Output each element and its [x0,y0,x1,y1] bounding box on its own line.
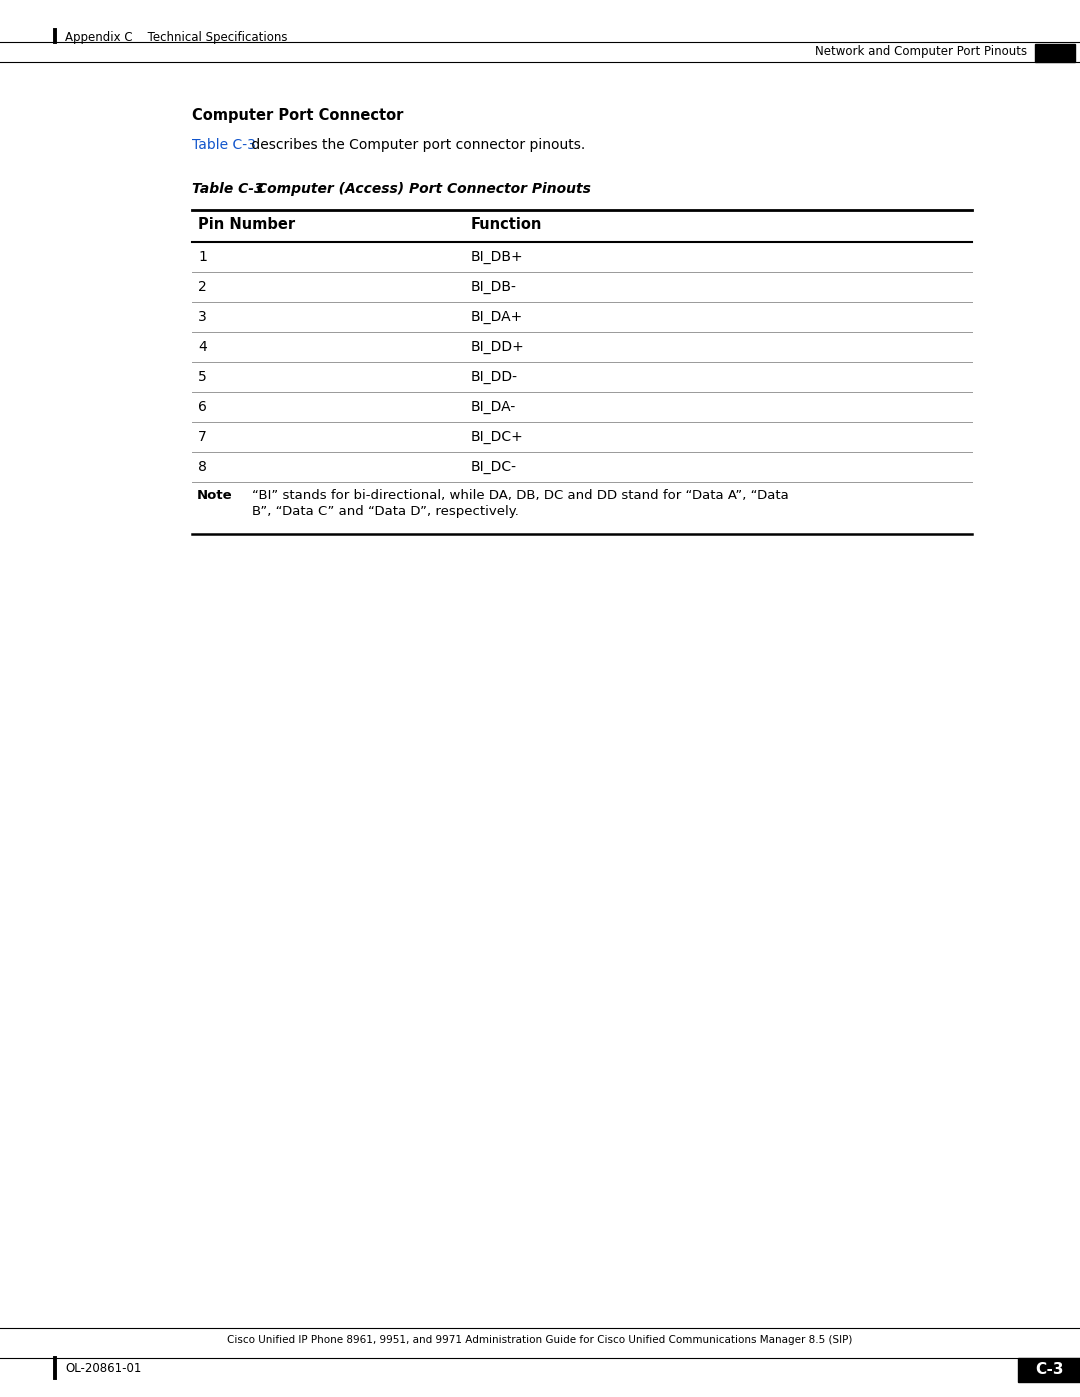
Text: “BI” stands for bi-directional, while DA, DB, DC and DD stand for “Data A”, “Dat: “BI” stands for bi-directional, while DA… [252,489,788,502]
Bar [1035,43,1075,61]
Text: C-3: C-3 [1035,1362,1063,1377]
Text: Computer Port Connector: Computer Port Connector [192,108,403,123]
Text: BI_DD-: BI_DD- [471,370,518,384]
Text: 1: 1 [198,250,207,264]
Text: BI_DD+: BI_DD+ [471,339,525,353]
Text: Pin Number: Pin Number [198,217,295,232]
Text: BI_DB+: BI_DB+ [471,250,524,264]
Text: OL-20861-01: OL-20861-01 [65,1362,141,1375]
Text: BI_DC-: BI_DC- [471,460,517,474]
Text: 7: 7 [198,430,206,444]
Text: Function: Function [471,217,542,232]
Text: Appendix C    Technical Specifications: Appendix C Technical Specifications [65,31,287,43]
Bar [1018,1358,1080,1382]
Text: BI_DC+: BI_DC+ [471,430,524,444]
Text: 8: 8 [198,460,207,474]
Text: 4: 4 [198,339,206,353]
Text: BI_DA-: BI_DA- [471,400,516,414]
Text: 5: 5 [198,370,206,384]
Text: Computer (Access) Port Connector Pinouts: Computer (Access) Port Connector Pinouts [257,182,591,196]
Text: Network and Computer Port Pinouts: Network and Computer Port Pinouts [815,46,1027,59]
Text: Cisco Unified IP Phone 8961, 9951, and 9971 Administration Guide for Cisco Unifi: Cisco Unified IP Phone 8961, 9951, and 9… [227,1336,853,1345]
Text: describes the Computer port connector pinouts.: describes the Computer port connector pi… [247,138,585,152]
Text: BI_DA+: BI_DA+ [471,310,523,324]
Text: B”, “Data C” and “Data D”, respectively.: B”, “Data C” and “Data D”, respectively. [252,504,518,518]
Text: Table C-3: Table C-3 [192,182,264,196]
Text: Note: Note [197,489,232,502]
Text: 3: 3 [198,310,206,324]
Text: Table C-3: Table C-3 [192,138,256,152]
Text: 2: 2 [198,279,206,293]
Text: 6: 6 [198,400,207,414]
Text: BI_DB-: BI_DB- [471,279,517,293]
